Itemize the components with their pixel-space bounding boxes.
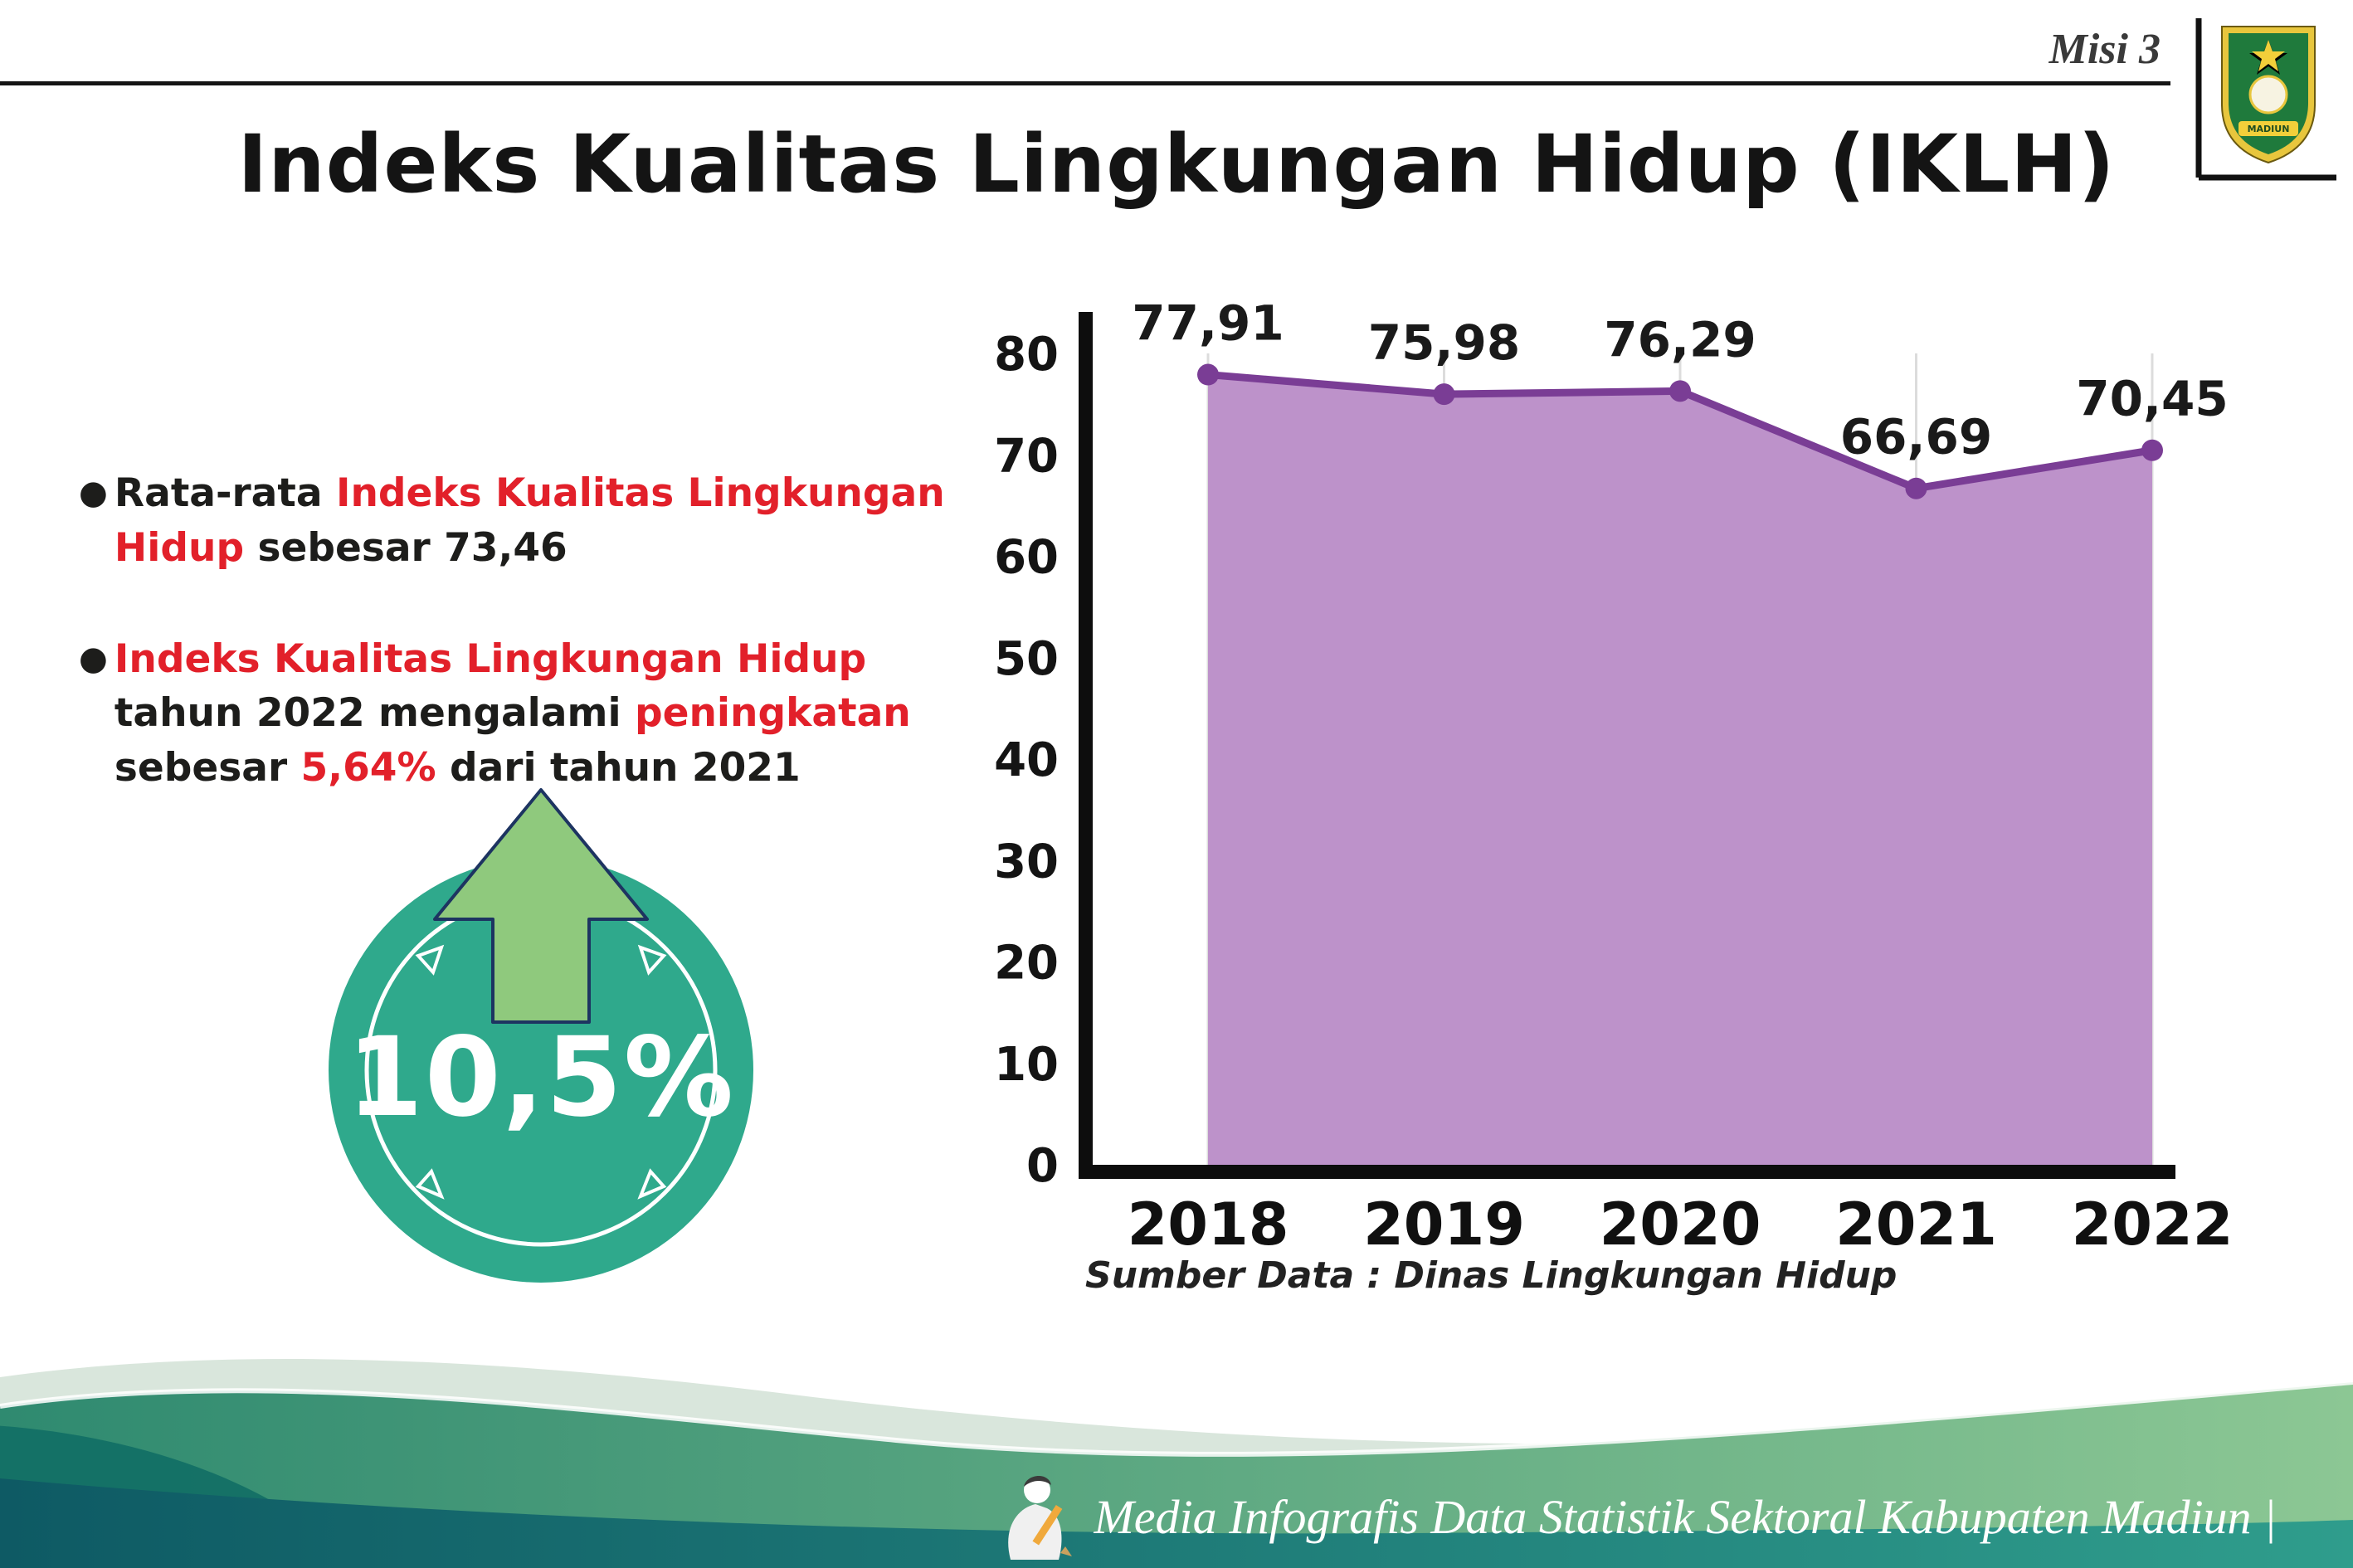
data-source-label: Sumber Data : Dinas Lingkungan Hidup (1085, 1254, 1898, 1297)
text-segment-highlight: peningkatan (634, 690, 911, 737)
iklh-area-chart: 0 10 20 30 40 50 60 70 80 77,91 2018 75,98 2019 76,29… (994, 295, 2234, 1259)
data-label: 75,98 (1368, 314, 1520, 371)
text-segment: sebesar 73,46 (244, 524, 568, 571)
y-tick-label: 70 (994, 429, 1059, 483)
footer-caption: Media Infografis Data Statistik Sektoral… (989, 1467, 2277, 1566)
footer-text: Media Infografis Data Statistik Sektoral… (1094, 1489, 2277, 1544)
x-tick-label: 2020 (1600, 1191, 1761, 1259)
page-title: Indeks Kualitas Lingkungan Hidup (IKLH) (237, 118, 2116, 211)
header-divider (0, 81, 2170, 85)
footer-wave-banner (0, 1319, 2353, 1568)
text-segment: tahun 2022 mengalami (114, 690, 635, 737)
text-segment: dari tahun 2021 (436, 745, 801, 791)
text-segment-highlight: Indeks Kualitas Lingkungan Hidup (114, 470, 945, 571)
y-tick-label: 0 (1026, 1139, 1059, 1193)
data-point (1197, 363, 1219, 386)
bullet-dot: ● (79, 474, 108, 512)
y-tick-label: 60 (994, 531, 1059, 585)
data-label: 76,29 (1604, 311, 1756, 368)
logo-text: MADIUN (2248, 124, 2290, 134)
y-axis (1079, 312, 1093, 1179)
y-tick-label: 20 (994, 937, 1059, 991)
y-tick-label: 40 (994, 733, 1059, 787)
data-label: 77,91 (1132, 295, 1284, 352)
up-arrow-icon (433, 788, 649, 1024)
y-tick-label: 80 (994, 328, 1059, 382)
bullet-average-text: Rata-rata Indeks Kualitas Lingkungan Hid… (114, 466, 975, 576)
text-segment-highlight: 5,64% (300, 745, 436, 791)
y-tick-label: 10 (994, 1038, 1059, 1092)
mascot-icon (1008, 1475, 1073, 1560)
data-label: 70,45 (2076, 371, 2228, 427)
x-axis (1079, 1165, 2175, 1179)
data-point (1669, 380, 1691, 402)
x-tick-label: 2019 (1363, 1191, 1525, 1259)
x-tick-label: 2021 (1835, 1191, 1997, 1259)
key-points: ● Rata-rata Indeks Kualitas Lingkungan H… (79, 466, 975, 852)
y-tick-label: 30 (994, 835, 1059, 889)
x-tick-label: 2022 (2072, 1191, 2234, 1259)
bullet-increase-text: Indeks Kualitas Lingkungan Hidup tahun 2… (114, 632, 975, 796)
text-segment: sebesar (114, 745, 301, 791)
kabupaten-madiun-logo: MADIUN (2190, 15, 2336, 211)
iklh-chart-container: 0 10 20 30 40 50 60 70 80 77,91 2018 75,98 2019 76,29… (954, 274, 2248, 1319)
bullet-average: ● Rata-rata Indeks Kualitas Lingkungan H… (79, 466, 975, 576)
text-segment: Rata-rata (114, 470, 336, 516)
increase-badge-graphic (329, 788, 753, 1283)
misi-label: Misi 3 (2049, 26, 2161, 73)
text-segment-highlight: Indeks Kualitas Lingkungan Hidup (114, 635, 867, 682)
logo-icon: MADIUN (2195, 18, 2336, 181)
increase-badge (325, 772, 757, 1303)
increase-percentage: 10,5% (347, 1014, 735, 1142)
data-label: 66,69 (1840, 409, 1992, 465)
bullet-dot: ● (79, 639, 108, 678)
data-point (1433, 383, 1455, 406)
wave-graphic (0, 1359, 2353, 1568)
data-point (2141, 439, 2163, 461)
x-tick-label: 2018 (1128, 1191, 1289, 1259)
bullet-increase: ● Indeks Kualitas Lingkungan Hidup tahun… (79, 632, 975, 796)
y-tick-label: 50 (994, 632, 1059, 686)
area-fill (1208, 374, 2152, 1165)
data-point (1905, 477, 1927, 499)
